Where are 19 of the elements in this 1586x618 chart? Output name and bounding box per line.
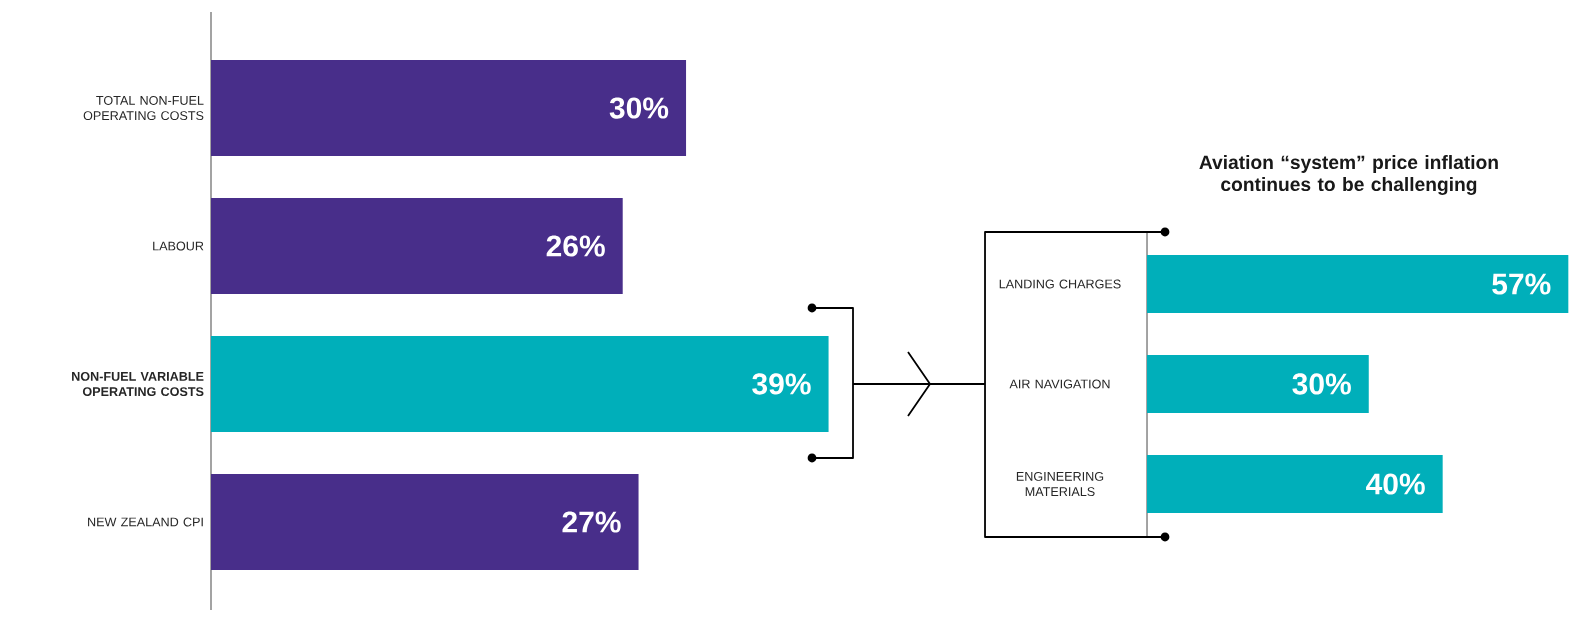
data-label: 30% (609, 97, 669, 119)
data-label: 40% (1366, 473, 1425, 495)
y-tick-label: AIR NAVIGATION (1009, 379, 1110, 389)
bar (211, 197, 623, 295)
chart-title: Aviation “system” price inflation continues to be challenging (1199, 155, 1498, 195)
y-tick-label: TOTAL NON-FUEL OPERATING COSTS (83, 95, 204, 121)
y-tick-label: NEW ZEALAND CPI (88, 517, 203, 527)
y-tick-label: ENGINEERING MATERIALS (1016, 471, 1104, 497)
data-label: 27% (562, 511, 621, 533)
bar (211, 60, 687, 157)
y-tick-label: LANDING CHARGES (999, 279, 1121, 289)
data-label: 30% (1292, 373, 1351, 395)
bar (211, 473, 639, 570)
data-label: 26% (546, 235, 605, 257)
data-label: 39% (752, 373, 811, 395)
y-tick-label: NON-FUEL VARIABLE OPERATING COSTS (72, 371, 204, 397)
bar (211, 335, 829, 433)
data-label: 57% (1492, 273, 1551, 295)
y-tick-label: LABOUR (153, 241, 204, 251)
